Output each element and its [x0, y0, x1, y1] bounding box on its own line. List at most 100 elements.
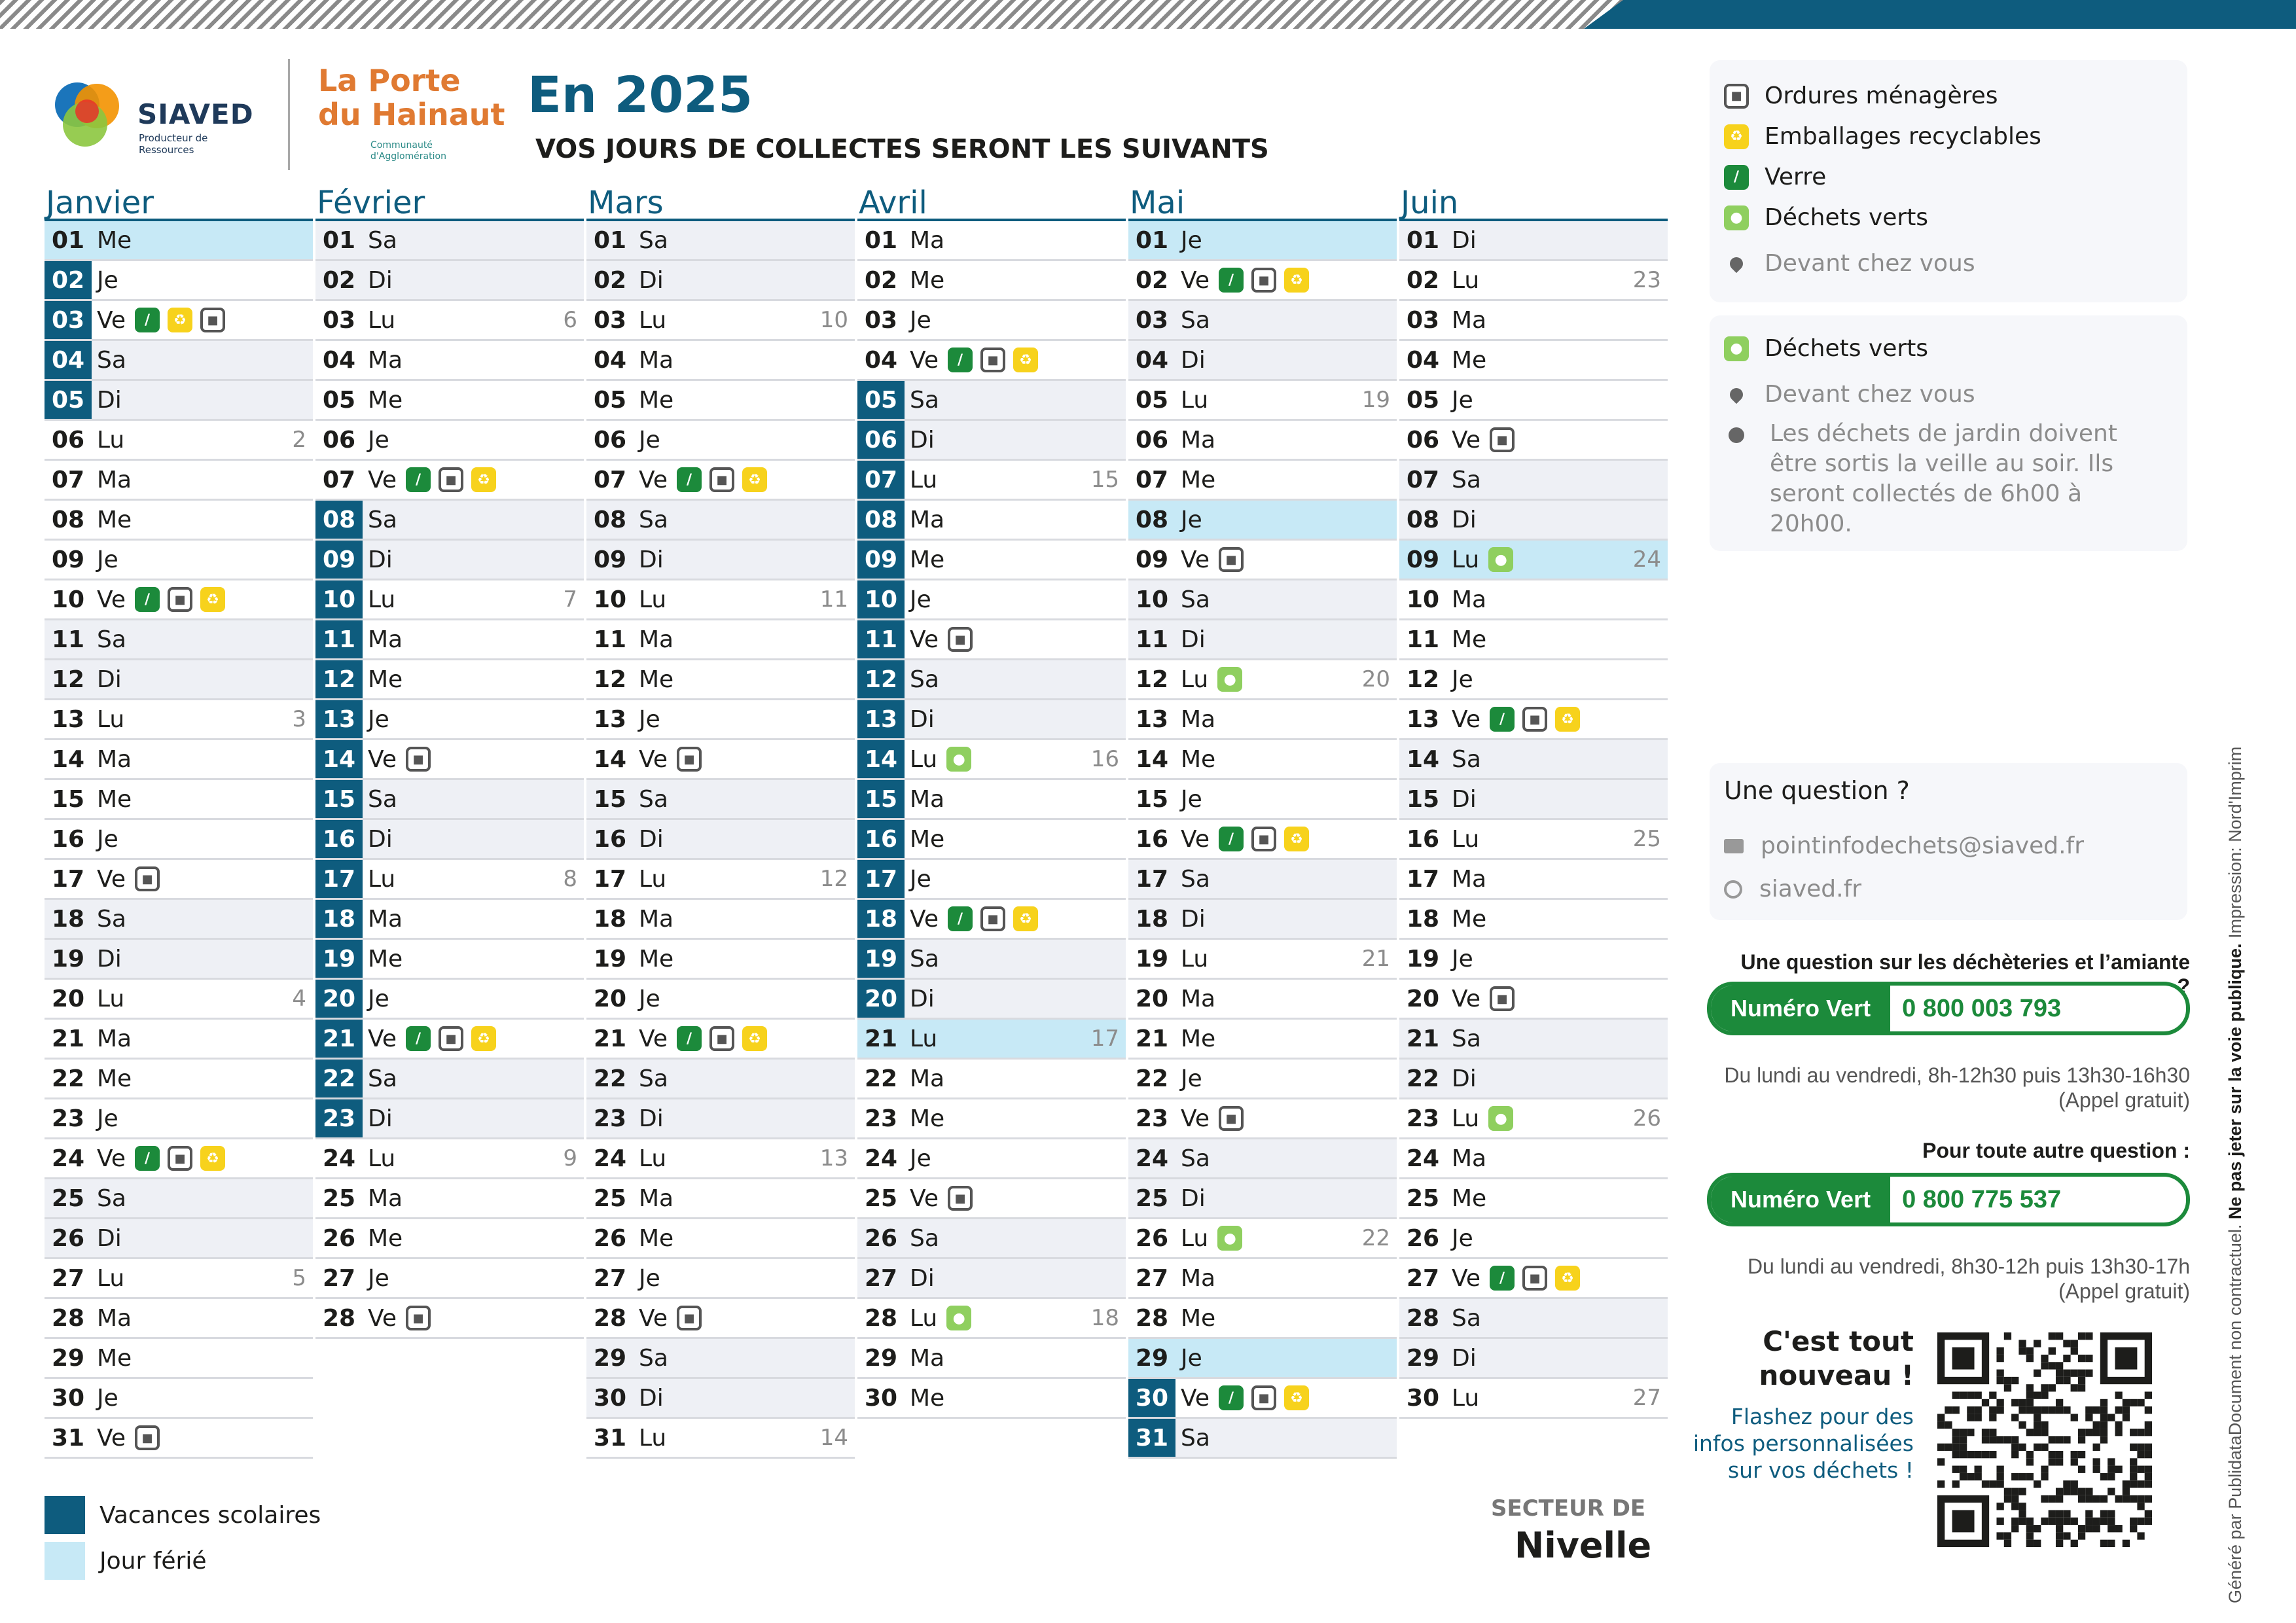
day-weekday: Ma [1181, 1264, 1216, 1292]
day-weekday: Di [368, 1105, 393, 1132]
day-row: 23 Di [315, 1099, 584, 1139]
recycle-icon: ♻ [1283, 827, 1309, 851]
secteur-name: Nivelle [1515, 1525, 1652, 1566]
day-row: 15 Je [1128, 780, 1397, 820]
day-row: 20 Je [586, 980, 855, 1020]
day-weekday: Ma [368, 346, 403, 374]
page-subtitle: VOS JOURS DE COLLECTES SERONT LES SUIVAN… [535, 134, 1269, 164]
siaved-logo: SIAVED Producteur de Ressources [51, 77, 260, 156]
day-weekday: Je [1452, 386, 1473, 414]
day-row: 15 Sa [586, 780, 855, 820]
site-link[interactable]: siaved.fr [1759, 876, 1862, 902]
day-number: 01 [1135, 226, 1169, 254]
site-row[interactable]: siaved.fr [1724, 876, 1861, 902]
legend-devant-label: Devant chez vous [1765, 250, 1975, 277]
recycle-icon: ♻ [1013, 906, 1038, 931]
numero-vert-label: Numéro Vert [1711, 1177, 1891, 1222]
bottle-icon: / [676, 1026, 702, 1051]
day-weekday: Di [639, 1384, 664, 1412]
day-weekday: Sa [1181, 306, 1210, 334]
week-number: 15 [1090, 467, 1119, 493]
email-row[interactable]: pointinfodechets@siaved.fr [1724, 832, 2084, 859]
day-row: 16 Lu 25 [1399, 820, 1668, 860]
day-weekday: Sa [1181, 865, 1210, 893]
day-row: 10 Ve / ■ ♻ [45, 580, 313, 620]
day-number: 19 [593, 945, 627, 972]
day-weekday: Lu [910, 1304, 938, 1332]
top-blue-band [1584, 0, 2296, 29]
numero-vert-2-number[interactable]: 0 800 775 537 [1902, 1185, 2062, 1213]
week-number: 4 [292, 986, 306, 1012]
ordures-bin-icon: ■ [947, 1186, 973, 1211]
nv1-free-text: (Appel gratuit) [2058, 1088, 2190, 1112]
day-weekday: Ve [639, 1304, 668, 1332]
day-row: 27 Di [857, 1259, 1126, 1299]
collection-icons: / ■ ♻ [134, 1146, 225, 1171]
day-row: 23 Lu ● 26 [1399, 1099, 1668, 1139]
day-row: 30 Je [45, 1379, 313, 1419]
collection-icons: / ■ ♻ [1489, 707, 1580, 732]
ordures-bin-icon: ■ [438, 467, 463, 492]
day-weekday: Ve [910, 346, 939, 374]
day-weekday: Di [639, 266, 664, 294]
day-number: 24 [593, 1145, 627, 1172]
day-row: 14 Sa [1399, 740, 1668, 780]
day-row: 18 Ma [315, 900, 584, 940]
numero-vert-1-number[interactable]: 0 800 003 793 [1902, 994, 2062, 1022]
day-number: 20 [1406, 985, 1440, 1012]
day-weekday: Ma [639, 905, 674, 933]
day-number: 13 [1135, 705, 1169, 733]
day-number: 04 [593, 346, 627, 374]
day-row: 09 Je [45, 541, 313, 580]
day-weekday: Lu [97, 1264, 125, 1292]
collection-calendar: Janvier 01 Me 02 Je 03 Ve / ♻ ■ 04 Sa 05 Di 06 Lu 2 07 Ma 0… [45, 185, 1668, 1493]
question-decheterie: Une question sur les déchèteries et l’am… [1740, 950, 2190, 998]
day-number: 16 [51, 825, 85, 853]
day-number: 07 [1135, 466, 1169, 493]
collection-icons: ● [1488, 547, 1514, 572]
day-weekday: Ma [639, 1185, 674, 1212]
day-number: 29 [593, 1344, 627, 1372]
numero-vert-1[interactable]: Numéro Vert 0 800 003 793 [1707, 982, 2190, 1035]
email-link[interactable]: pointinfodechets@siaved.fr [1761, 832, 2084, 859]
day-weekday: Lu [368, 1145, 396, 1172]
day-number: 15 [593, 785, 627, 813]
day-row: 21 Lu 17 [857, 1020, 1126, 1060]
collection-icons: / ■ ♻ [1218, 827, 1309, 851]
day-row: 25 Ma [315, 1179, 584, 1219]
day-weekday: Sa [97, 626, 126, 653]
day-number: 27 [51, 1264, 85, 1292]
recycle-icon: ♻ [200, 587, 225, 612]
day-weekday: Ve [1452, 985, 1480, 1012]
day-row: 05 Me [586, 381, 855, 421]
day-weekday: Ve [1181, 546, 1210, 573]
day-number: 25 [51, 1185, 85, 1212]
month-name: Mars [586, 185, 855, 221]
day-row: 01 Sa [315, 221, 584, 261]
day-row: 06 Je [586, 421, 855, 461]
week-number: 7 [563, 586, 577, 613]
day-number: 22 [1406, 1065, 1440, 1092]
collection-icons: ■ [947, 1186, 973, 1211]
collection-icons: ■ [1218, 547, 1244, 572]
collection-icons: ■ [405, 747, 431, 772]
collection-icons: / ■ ♻ [947, 348, 1038, 372]
recycle-icon: ♻ [1724, 124, 1749, 149]
day-row: 30 Ve / ■ ♻ [1128, 1379, 1397, 1419]
day-weekday: Me [368, 666, 403, 693]
day-weekday: Ma [639, 346, 674, 374]
day-number: 17 [593, 865, 627, 893]
day-weekday: Sa [368, 785, 397, 813]
day-row: 07 Ve / ■ ♻ [586, 461, 855, 501]
day-row: 27 Lu 5 [45, 1259, 313, 1299]
day-weekday: Lu [97, 985, 125, 1012]
day-row: 19 Sa [857, 940, 1126, 980]
day-row: 02 Je [45, 261, 313, 301]
day-weekday: Di [97, 1224, 122, 1252]
day-number: 26 [51, 1224, 85, 1252]
day-weekday: Je [97, 546, 118, 573]
numero-vert-2[interactable]: Numéro Vert 0 800 775 537 [1707, 1173, 2190, 1226]
qr-code[interactable] [1937, 1332, 2152, 1547]
week-number: 16 [1090, 746, 1119, 772]
day-row: 08 Je [1128, 501, 1397, 541]
